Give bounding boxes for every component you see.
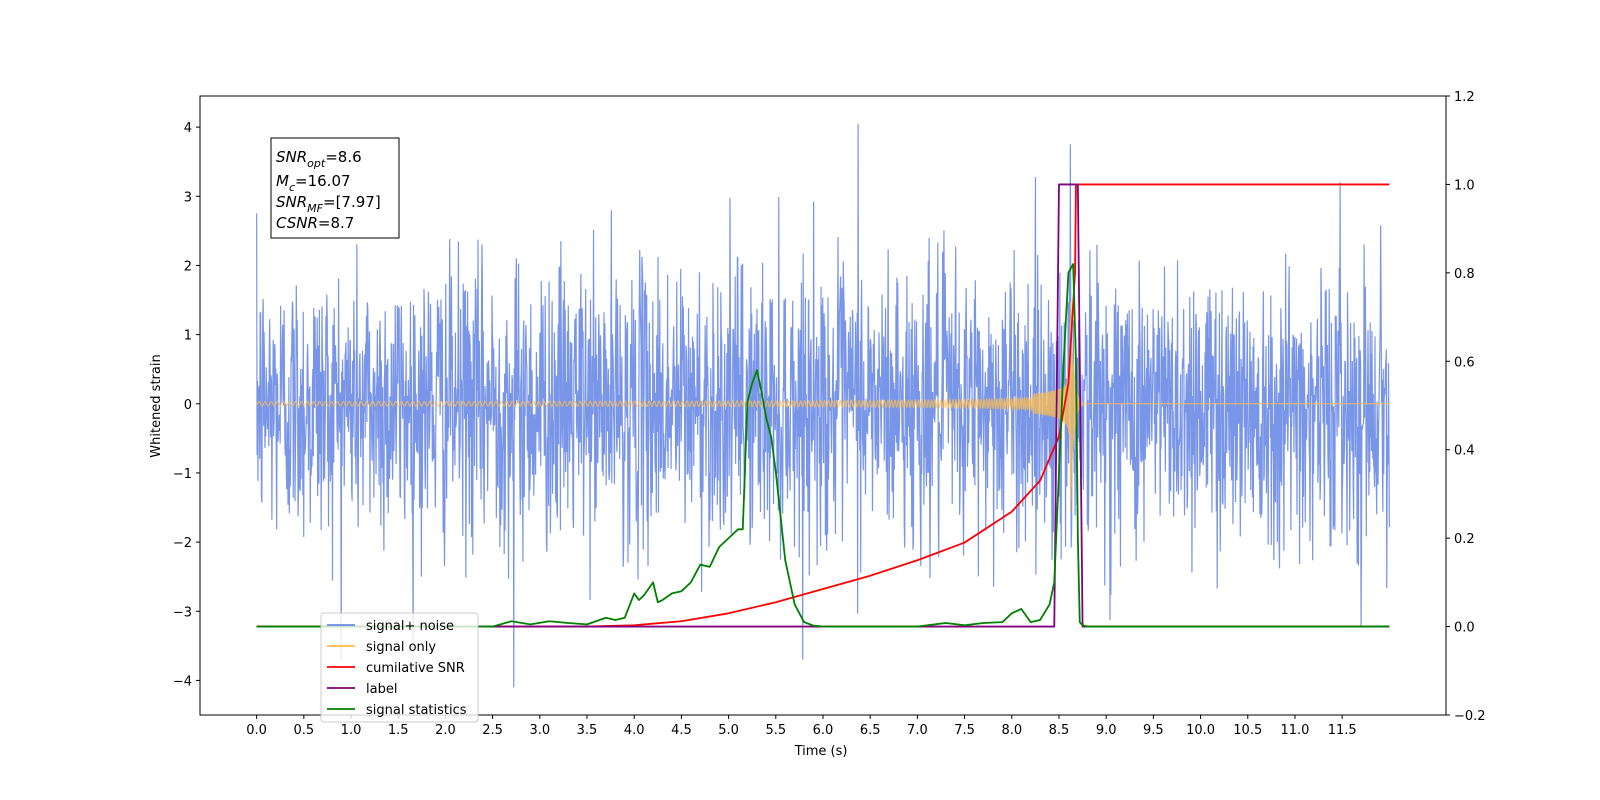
legend: signal+ noise signal only cumilative SNR la… [320,612,479,723]
x-tick-label: 3.5 [577,723,598,738]
annotation-mc: Mc=16.07 [276,172,351,194]
legend-label: signal+ noise [366,619,454,634]
annotation-snr-opt: SNRopt=8.6 [276,148,362,170]
y-tick-label: 2 [184,259,192,274]
x-tick-label: 4.0 [624,723,645,738]
y2-tick-label: 0.2 [1454,532,1475,547]
y2-tick-label: 0.6 [1454,355,1475,370]
y-tick-label: −2 [173,536,192,551]
y-tick-label: 3 [184,190,192,205]
annotation-snr-mf: SNRMF=[7.97] [276,193,381,215]
x-tick-label: 0.5 [293,723,314,738]
legend-label: cumilative SNR [366,661,465,676]
x-tick-label: 8.0 [1001,723,1022,738]
x-tick-label: 10.5 [1233,723,1262,738]
x-tick-label: 6.5 [860,723,881,738]
x-axis-title: Time (s) [794,744,848,759]
x-tick-label: 11.5 [1328,723,1357,738]
y-axis-right: 1.2 1.0 0.8 0.6 0.4 0.2 0.0 −0.2 [1446,90,1486,724]
x-tick-label: 4.5 [671,723,692,738]
y-tick-label: 1 [184,329,192,344]
y-tick-label: −3 [173,605,192,620]
x-tick-label: 9.0 [1096,723,1117,738]
x-tick-label: 2.5 [482,723,503,738]
x-tick-label: 11.0 [1280,723,1309,738]
y2-tick-label: 0.4 [1454,444,1475,459]
y-axis-left: 4 3 2 1 0 −1 −2 −3 −4 [173,121,200,689]
x-tick-label: 9.5 [1143,723,1164,738]
x-tick-label: 3.0 [529,723,550,738]
x-tick-label: 7.5 [954,723,975,738]
x-tick-label: 0.0 [246,723,267,738]
y-tick-label: 4 [184,121,192,136]
y2-tick-label: 1.2 [1454,90,1475,105]
series-signal-plus-noise [256,123,1390,688]
x-tick-label: 8.5 [1049,723,1070,738]
x-tick-label: 2.0 [435,723,456,738]
annotation-box: SNRopt=8.6 Mc=16.07 SNRMF=[7.97] CSNR=8.… [270,137,400,239]
x-tick-label: 6.0 [813,723,834,738]
y-tick-label: −4 [173,674,192,689]
y-tick-label: 0 [184,398,192,413]
x-tick-label: 1.0 [341,723,362,738]
y-tick-label: −1 [173,467,192,482]
x-tick-label: 1.5 [388,723,409,738]
legend-label: signal only [366,640,436,655]
series-cumilative-snr [256,183,1390,628]
series-signal-statistics [256,263,1390,628]
y-axis-title: Whitened strain [149,354,164,457]
legend-frame [320,612,479,723]
legend-label: signal statistics [366,703,467,718]
x-tick-label: 5.5 [765,723,786,738]
x-tick-label: 5.0 [718,723,739,738]
annotation-frame [270,137,400,239]
legend-label: label [366,682,397,697]
y2-tick-label: 0.8 [1454,267,1475,282]
y2-tick-label: −0.2 [1454,709,1486,724]
x-tick-label: 7.0 [907,723,928,738]
plot-area [256,123,1390,688]
y2-tick-label: 0.0 [1454,621,1475,636]
x-tick-label: 10.0 [1186,723,1215,738]
y2-tick-label: 1.0 [1454,178,1475,193]
x-axis: 0.0 0.5 1.0 1.5 2.0 2.5 3.0 3.5 4.0 4.5 5.0 5.5 6.0 6… [246,715,1357,738]
annotation-csnr: CSNR=8.7 [276,214,354,232]
series-signal-only [256,302,1390,513]
